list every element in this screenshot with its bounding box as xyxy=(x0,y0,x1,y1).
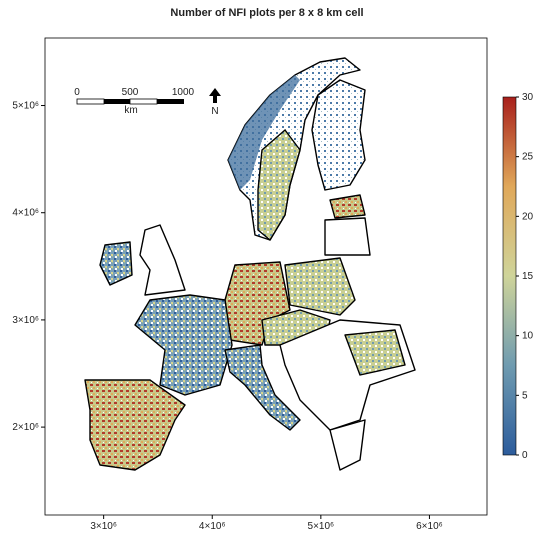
scale-segment xyxy=(129,98,158,105)
romania xyxy=(344,329,406,376)
scale-label: 1000 xyxy=(172,87,195,98)
colorbar xyxy=(502,96,517,456)
title: Number of NFI plots per 8 x 8 km cell xyxy=(170,7,363,19)
x-tick-label: 3×10⁶ xyxy=(90,521,117,532)
france xyxy=(134,294,233,396)
iberia xyxy=(84,379,186,471)
x-tick-label: 4×10⁶ xyxy=(199,521,226,532)
north-label: N xyxy=(211,106,218,117)
colorbar-tick-label: 30 xyxy=(522,92,534,103)
colorbar-tick-label: 20 xyxy=(522,211,534,222)
y-tick-label: 5×10⁶ xyxy=(12,101,39,112)
scale-bar: 0 500 1000 km xyxy=(74,87,194,116)
plot-frame xyxy=(44,37,488,516)
estonia xyxy=(329,194,366,219)
finland xyxy=(311,79,366,191)
colorbar-tick-label: 5 xyxy=(522,390,528,401)
scale-segment xyxy=(157,99,184,104)
land xyxy=(84,57,416,471)
colorbar-tick-label: 10 xyxy=(522,331,534,342)
x-tick-label: 5×10⁶ xyxy=(308,521,335,532)
north-arrow xyxy=(209,88,221,103)
scale-segment xyxy=(76,98,105,105)
norway-forest xyxy=(228,75,300,190)
scale-segment xyxy=(104,99,130,104)
colorbar-tick-label: 25 xyxy=(522,152,534,163)
ireland xyxy=(99,241,133,286)
great-britain xyxy=(139,224,186,296)
scale-label: 500 xyxy=(122,87,139,98)
scale-label: 0 xyxy=(74,87,80,98)
baltics xyxy=(324,217,371,256)
colorbar-tick-label: 15 xyxy=(522,271,534,282)
colorbar-tick-label: 0 xyxy=(522,450,528,461)
x-tick-label: 6×10⁶ xyxy=(416,521,443,532)
greece xyxy=(329,419,366,471)
scale-unit: km xyxy=(124,105,137,116)
italy xyxy=(224,344,301,431)
poland xyxy=(284,257,356,316)
y-tick-label: 4×10⁶ xyxy=(12,208,39,219)
y-tick-label: 3×10⁶ xyxy=(12,315,39,326)
sweden xyxy=(257,129,301,241)
y-tick-label: 2×10⁶ xyxy=(12,422,39,433)
